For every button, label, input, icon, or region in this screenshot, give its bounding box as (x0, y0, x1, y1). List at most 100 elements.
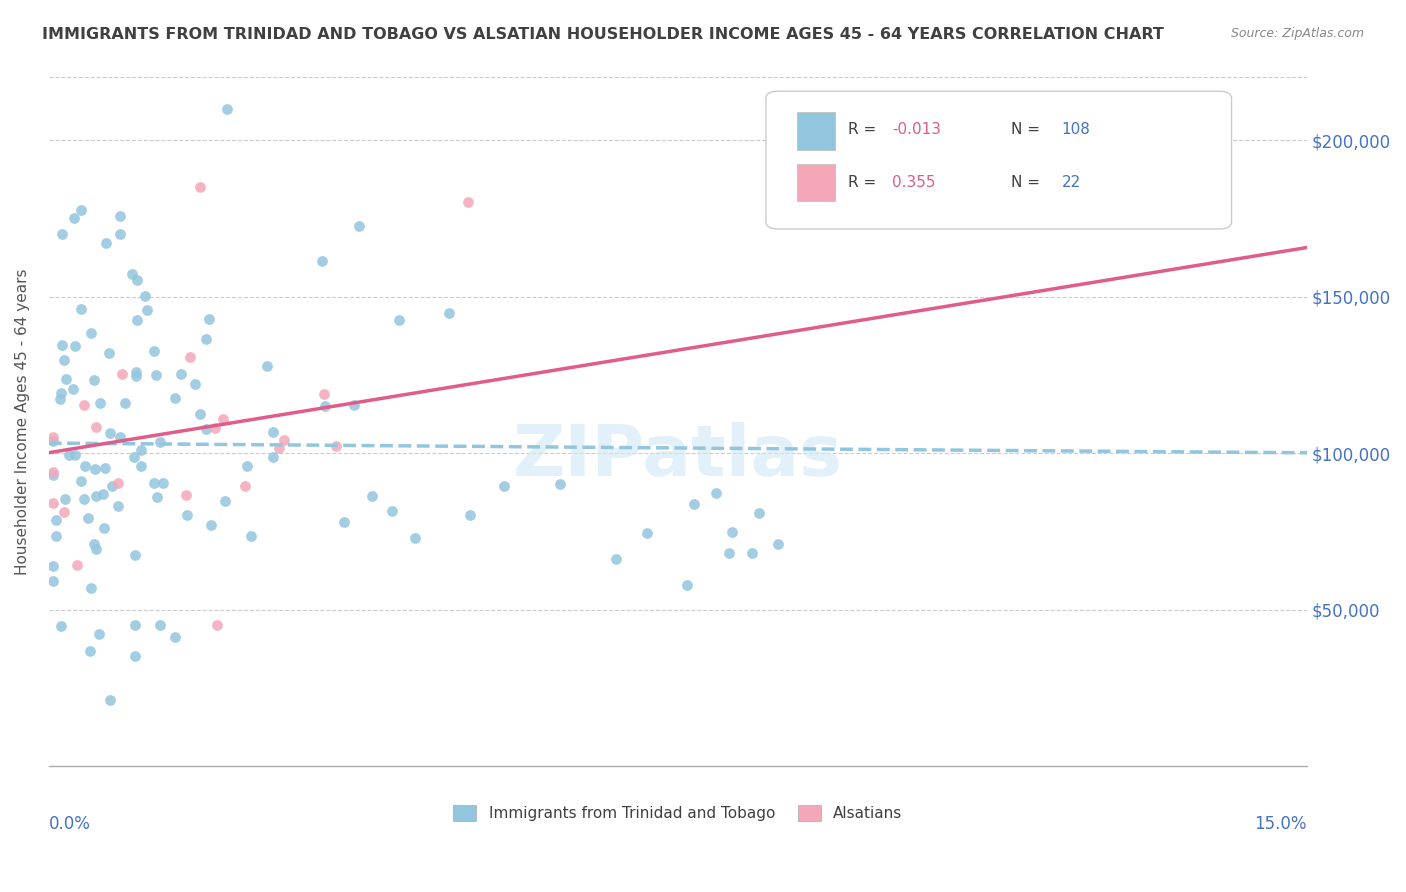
Point (311, 253, 333, 268)
Point (205, 618, 228, 632)
Point (42, 574, 65, 589)
Point (1170, 195, 1192, 210)
Point (262, 450, 284, 464)
Point (53, 492, 76, 507)
Point (42, 434, 65, 448)
Point (146, 491, 169, 505)
Point (70, 202, 93, 217)
Point (87, 627, 110, 641)
Point (142, 344, 165, 359)
Point (347, 219, 370, 233)
Point (768, 537, 790, 551)
Point (84, 420, 107, 434)
Point (51, 338, 73, 352)
Point (143, 476, 166, 491)
Point (96, 235, 118, 250)
Text: 15.0%: 15.0% (1254, 814, 1308, 832)
Point (636, 525, 658, 540)
Point (214, 494, 236, 508)
Text: 108: 108 (1062, 121, 1091, 136)
Point (134, 288, 156, 302)
Point (91, 487, 114, 501)
Point (49, 385, 72, 400)
Point (457, 194, 479, 209)
Point (51, 618, 73, 632)
Point (111, 368, 134, 382)
Point (83, 373, 105, 387)
Point (605, 552, 627, 566)
Point (83, 537, 105, 551)
Point (124, 548, 146, 562)
Point (704, 485, 727, 500)
Point (107, 476, 129, 491)
Text: N =: N = (1011, 121, 1045, 136)
Point (437, 306, 460, 320)
Point (63, 211, 86, 226)
Point (84, 461, 107, 475)
Point (73, 492, 96, 507)
Point (125, 312, 148, 326)
Point (343, 398, 366, 412)
Point (107, 500, 129, 514)
Point (124, 617, 146, 632)
Point (256, 359, 278, 373)
Point (211, 412, 233, 426)
Point (84, 541, 107, 556)
Point (176, 508, 198, 522)
Point (79, 644, 101, 658)
Point (152, 476, 174, 491)
Point (51, 227, 73, 241)
Text: R =: R = (848, 121, 882, 136)
Point (62, 383, 84, 397)
Point (125, 273, 148, 287)
Point (55, 372, 77, 386)
Point (53, 353, 76, 368)
Point (86, 490, 108, 504)
Point (42, 558, 65, 573)
Point (388, 313, 411, 327)
Point (262, 425, 284, 440)
Point (200, 517, 222, 532)
Point (80, 581, 103, 595)
Point (45, 528, 67, 542)
Point (170, 367, 193, 381)
Y-axis label: Householder Income Ages 45 - 64 years: Householder Income Ages 45 - 64 years (15, 268, 30, 575)
Point (233, 479, 256, 493)
Point (204, 421, 226, 435)
Point (114, 396, 136, 410)
Legend: Immigrants from Trinidad and Tobago, Alsatians: Immigrants from Trinidad and Tobago, Als… (447, 799, 908, 828)
Point (548, 477, 571, 491)
Text: 22: 22 (1062, 175, 1081, 190)
Point (314, 399, 336, 413)
Point (136, 303, 159, 318)
Point (165, 391, 187, 405)
Point (683, 497, 706, 511)
Point (75, 458, 97, 473)
Point (458, 508, 481, 522)
Point (194, 422, 217, 436)
Point (108, 227, 131, 241)
Point (240, 529, 263, 543)
Point (42, 430, 65, 444)
Point (63, 449, 86, 463)
Point (94, 461, 117, 475)
Point (215, 102, 238, 116)
Point (381, 504, 404, 518)
Point (98, 346, 121, 360)
Point (188, 180, 211, 194)
Point (124, 365, 146, 379)
Point (66, 558, 89, 572)
Point (273, 434, 295, 448)
Point (93, 521, 115, 535)
Point (198, 311, 221, 326)
Point (129, 443, 152, 458)
Point (63, 339, 86, 353)
Point (718, 546, 741, 560)
Point (108, 209, 131, 223)
Point (98, 693, 121, 707)
Point (494, 479, 516, 493)
FancyBboxPatch shape (797, 112, 835, 150)
Point (149, 434, 172, 449)
Point (80, 326, 103, 341)
Text: 0.0%: 0.0% (49, 814, 90, 832)
